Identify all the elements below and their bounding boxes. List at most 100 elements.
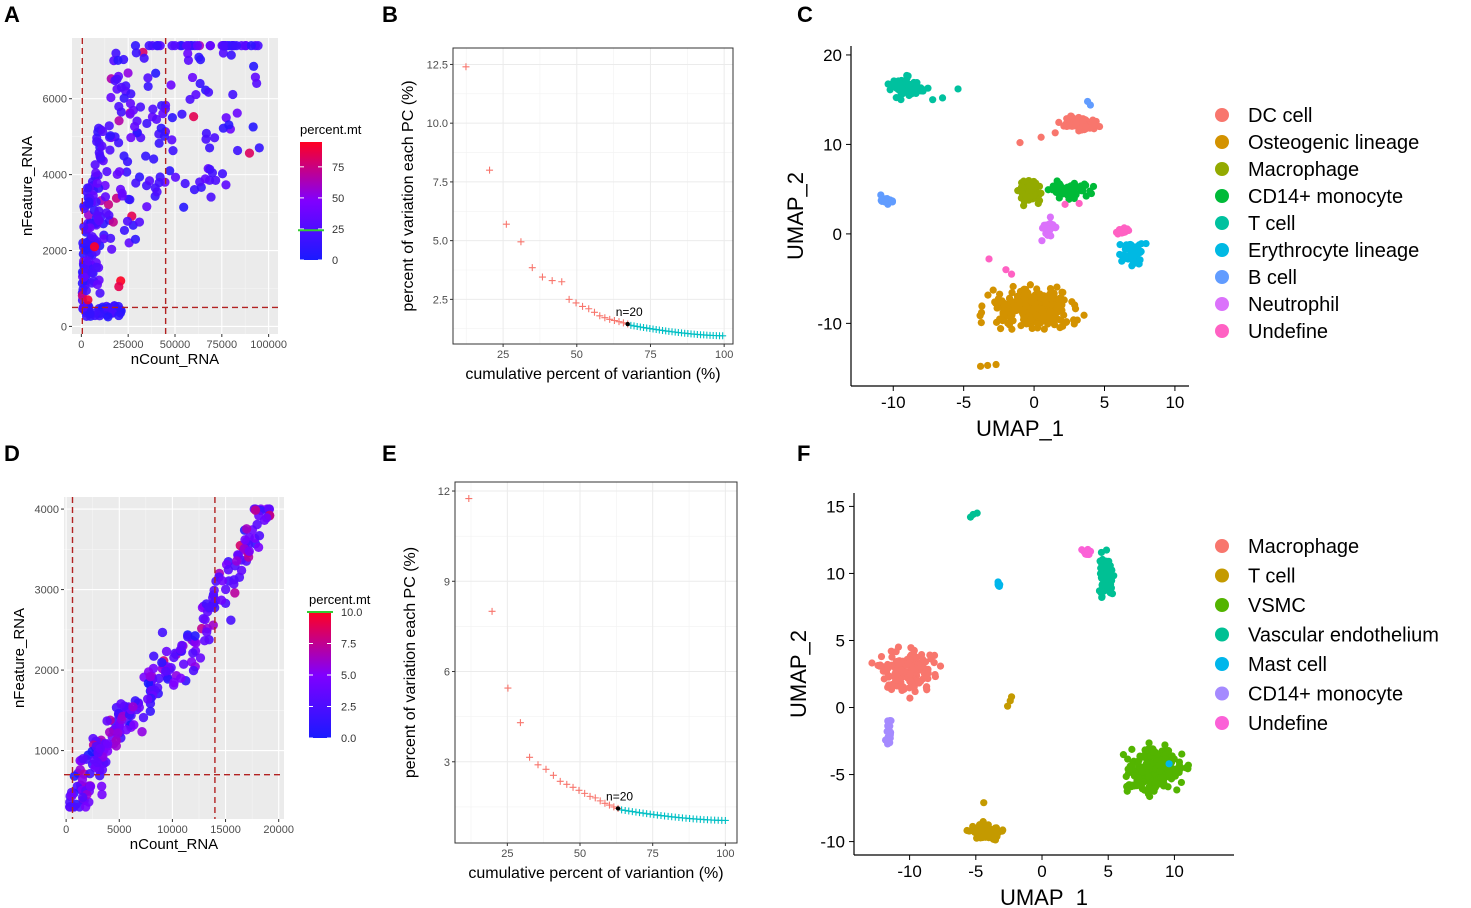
cell-point	[178, 659, 189, 669]
legend-key	[1215, 627, 1229, 642]
cell-point	[211, 175, 221, 185]
cell-point	[119, 151, 129, 161]
umap-cell	[1146, 792, 1154, 801]
legend-label: B cell	[1248, 267, 1297, 289]
umap-cell	[1048, 300, 1056, 309]
umap-cell	[976, 362, 985, 370]
legend-label: T cell	[1248, 213, 1295, 235]
y-tick-label: 2000	[43, 246, 67, 258]
umap-cell	[887, 685, 896, 694]
umap-cell	[1036, 305, 1044, 313]
umap-cell	[1019, 315, 1028, 324]
umap-cell	[881, 198, 889, 206]
pc-point	[615, 318, 623, 326]
legend-tick-label: 75	[332, 162, 344, 174]
umap-cell	[898, 659, 906, 668]
cell-point	[102, 739, 113, 749]
panel-label-a: A	[4, 2, 20, 27]
cell-point	[183, 55, 194, 66]
cell-point	[244, 546, 254, 556]
legend-label: CD14+ monocyte	[1248, 684, 1403, 706]
plot-border	[452, 47, 734, 345]
legend-key	[1215, 657, 1229, 671]
cell-point	[252, 519, 262, 530]
umap-cell	[909, 651, 918, 659]
legend-tick-label: 10.0	[341, 607, 362, 619]
y-tick-label: 1000	[35, 746, 59, 758]
pc-point	[542, 765, 550, 773]
cluster-macrophage	[1014, 176, 1045, 210]
y-tick-label: 20	[823, 46, 842, 65]
cell-point	[253, 542, 264, 553]
cell-point	[208, 593, 218, 603]
cell-point	[194, 52, 204, 62]
x-axis-title: UMAP_1	[1000, 885, 1088, 908]
cell-point	[152, 187, 162, 197]
cell-point	[188, 648, 198, 658]
cell-point	[97, 789, 107, 800]
umap-cell	[915, 679, 923, 687]
cell-point	[83, 256, 94, 266]
umap-cell	[1178, 750, 1186, 758]
legend-key	[1215, 716, 1229, 730]
umap-cell	[906, 677, 914, 685]
cell-point	[192, 40, 203, 51]
legend-colorbar	[309, 612, 331, 738]
umap-cell	[917, 662, 925, 670]
cell-point	[145, 706, 156, 716]
legend-key	[1215, 243, 1229, 257]
legend-key	[1215, 135, 1229, 149]
cell-point	[244, 148, 255, 158]
x-tick-label: 50	[574, 848, 586, 860]
x-tick-label: 10	[1165, 393, 1184, 412]
panel-e-elbow-plot: 25 50 75 100 3 6 9 12 n=20 cumulative percent of …	[402, 481, 738, 882]
umap-cell	[1041, 299, 1050, 307]
umap-cell	[1080, 311, 1088, 319]
cell-point	[176, 673, 186, 683]
umap-cell	[1084, 547, 1092, 555]
cell-point	[113, 728, 123, 738]
umap-cell	[1161, 741, 1169, 749]
pc-cutoff-annotation: n=20	[606, 789, 633, 803]
y-tick-label: 6000	[43, 94, 67, 106]
y-tick-label: 7.5	[433, 177, 448, 189]
cell-point	[201, 134, 211, 144]
pc-point	[486, 166, 494, 174]
cell-point	[250, 505, 261, 515]
umap-cell	[995, 315, 1004, 323]
cell-point	[123, 68, 133, 78]
cell-point	[130, 40, 141, 51]
umap-cell	[1144, 772, 1153, 781]
umap-cell	[1150, 748, 1158, 756]
umap-cell	[1009, 282, 1017, 291]
umap-cell	[917, 87, 925, 95]
legend-label: Macrophage	[1248, 159, 1359, 181]
cell-point	[114, 310, 124, 321]
legend-key	[1215, 162, 1229, 176]
pc-point	[596, 312, 604, 320]
umap-cell	[1058, 288, 1066, 296]
umap-cell	[1003, 702, 1012, 710]
umap-cell	[1165, 770, 1173, 778]
cell-point	[104, 727, 115, 737]
cell-point	[152, 40, 162, 51]
plot-border	[454, 481, 738, 844]
pc-point	[538, 273, 546, 281]
x-tick-label: 15000	[210, 824, 241, 836]
cluster-osteogenic-lineage	[976, 281, 1088, 370]
pc-cutoff-point	[625, 321, 630, 327]
cell-point	[67, 791, 77, 801]
cell-point	[131, 48, 141, 58]
panel-label-c: C	[797, 2, 813, 27]
legend-label: Erythrocyte lineage	[1248, 240, 1419, 262]
cell-point	[203, 87, 214, 97]
cluster-cd14-monocyte	[881, 717, 895, 748]
y-axis-title: percent of variation each PC (%)	[402, 547, 419, 778]
umap-cell	[1045, 318, 1053, 326]
pc-point	[719, 332, 727, 340]
umap-cell	[885, 726, 893, 735]
cell-point	[161, 646, 172, 657]
cell-point	[85, 781, 96, 792]
umap-cell	[1017, 322, 1025, 330]
umap-cell	[980, 832, 988, 840]
